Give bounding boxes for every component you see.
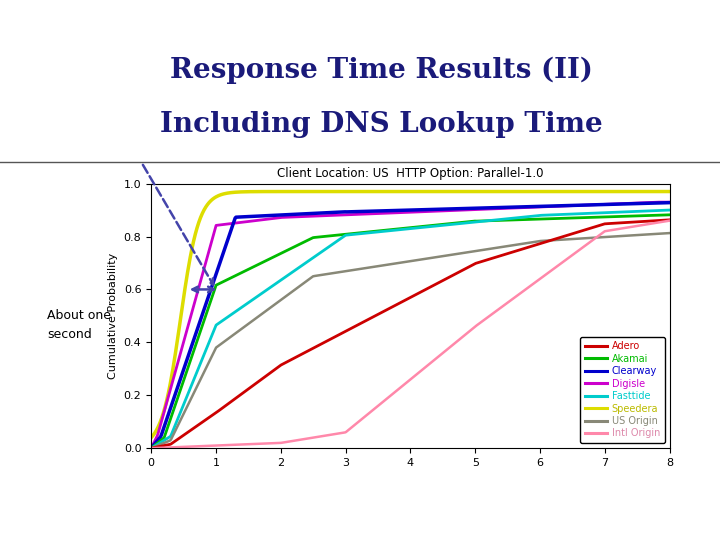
Y-axis label: Cumulative Probability: Cumulative Probability bbox=[108, 253, 118, 379]
Text: second: second bbox=[47, 328, 91, 341]
Text: Response Time Results (II): Response Time Results (II) bbox=[170, 57, 593, 84]
Legend: Adero, Akamai, Clearway, Digisle, Fasttide, Speedera, US Origin, Intl Origin: Adero, Akamai, Clearway, Digisle, Fastti… bbox=[580, 336, 665, 443]
Text: About one: About one bbox=[47, 309, 111, 322]
Title: Client Location: US  HTTP Option: Parallel-1.0: Client Location: US HTTP Option: Paralle… bbox=[277, 167, 544, 180]
Text: Including DNS Lookup Time: Including DNS Lookup Time bbox=[161, 111, 603, 138]
Text: Author conclusion:  CDNs generally provide much: Author conclusion: CDNs generally provid… bbox=[168, 487, 549, 502]
Text: shorter download time.: shorter download time. bbox=[269, 514, 447, 529]
